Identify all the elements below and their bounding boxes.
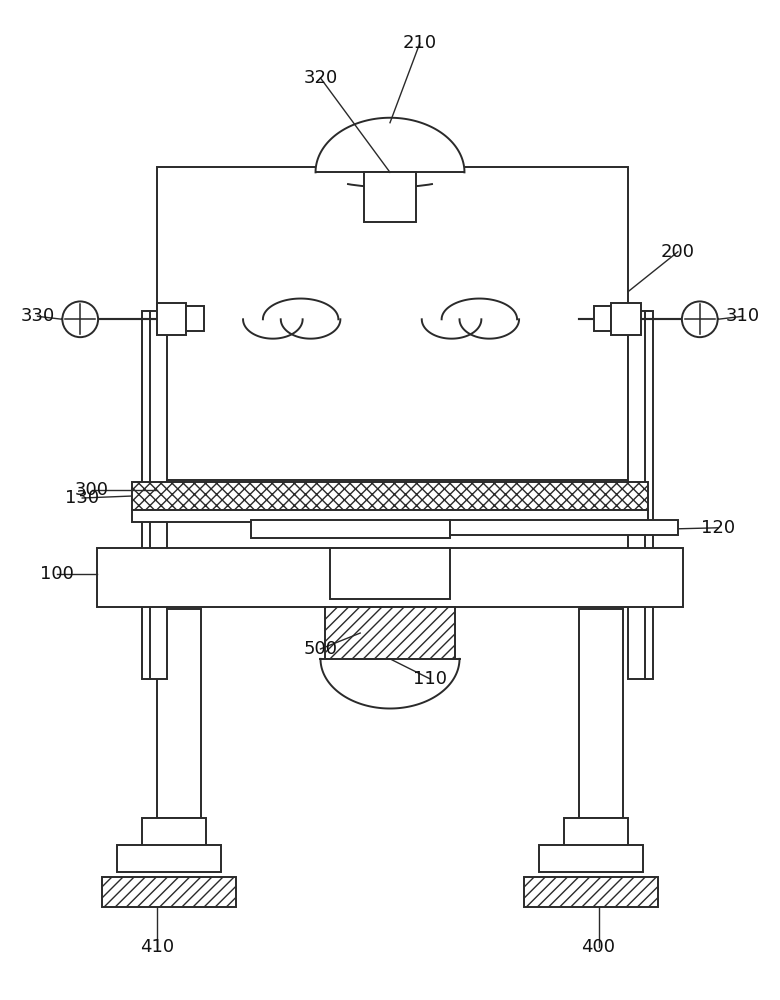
Bar xyxy=(594,306,612,331)
Bar xyxy=(117,845,222,872)
Bar xyxy=(147,311,167,679)
Text: 300: 300 xyxy=(75,481,109,499)
Text: 120: 120 xyxy=(700,519,735,537)
Bar xyxy=(157,167,629,480)
Bar xyxy=(645,311,653,679)
Bar xyxy=(132,510,648,522)
Text: 100: 100 xyxy=(41,565,74,583)
Text: 210: 210 xyxy=(402,34,437,52)
Text: 130: 130 xyxy=(66,489,99,507)
Bar xyxy=(102,877,236,907)
Text: 320: 320 xyxy=(303,69,338,87)
Text: 400: 400 xyxy=(582,938,615,956)
Circle shape xyxy=(682,301,718,337)
Bar xyxy=(579,609,623,818)
Bar xyxy=(449,520,678,535)
Bar xyxy=(97,548,683,607)
Bar xyxy=(564,818,629,848)
Bar xyxy=(157,609,201,818)
Bar xyxy=(142,311,150,679)
Bar xyxy=(325,607,455,659)
Text: 310: 310 xyxy=(725,307,760,325)
Text: 110: 110 xyxy=(413,670,447,688)
Bar xyxy=(157,303,186,335)
Bar xyxy=(364,172,416,222)
Bar xyxy=(186,306,204,331)
Text: 500: 500 xyxy=(303,640,338,658)
Polygon shape xyxy=(316,118,464,172)
Polygon shape xyxy=(321,659,459,708)
Bar xyxy=(132,482,648,510)
Text: 200: 200 xyxy=(661,243,695,261)
Bar xyxy=(142,818,207,848)
Bar xyxy=(629,311,648,679)
Bar xyxy=(612,303,641,335)
Bar xyxy=(251,520,449,538)
Bar xyxy=(539,845,643,872)
Circle shape xyxy=(62,301,98,337)
Text: 410: 410 xyxy=(140,938,174,956)
Bar xyxy=(524,877,658,907)
Text: 330: 330 xyxy=(20,307,55,325)
Bar xyxy=(331,548,449,599)
